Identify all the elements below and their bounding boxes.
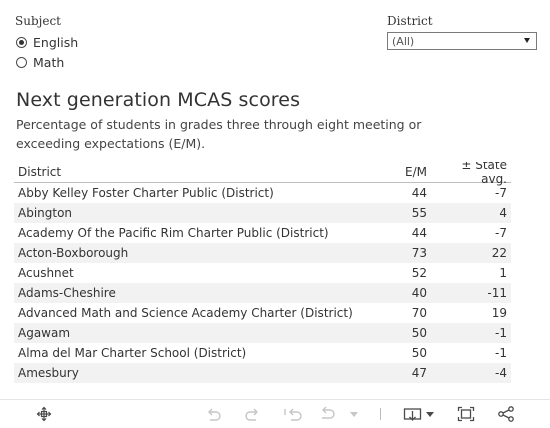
district-cell: Adams-Cheshire	[18, 286, 116, 300]
table-header-row: District E/M ± State avg.	[14, 162, 511, 186]
table-row[interactable]: Alma del Mar Charter School (District) 50…	[14, 343, 511, 363]
state-avg-diff-cell: 1	[499, 266, 507, 280]
viz-toolbar	[0, 399, 550, 428]
refresh-dropdown-arrow-icon[interactable]	[347, 400, 361, 428]
state-avg-diff-cell: -11	[487, 286, 507, 300]
district-cell: Alma del Mar Charter School (District)	[18, 346, 247, 360]
table-body: Abby Kelley Foster Charter Public (Distr…	[14, 183, 511, 383]
em-cell: 52	[411, 266, 427, 280]
state-avg-diff-cell: -7	[495, 186, 507, 200]
subject-option-label: Math	[33, 54, 65, 70]
state-avg-diff-cell: -1	[495, 326, 507, 340]
subject-filter-label: Subject	[15, 14, 61, 28]
toolbar-divider	[380, 408, 381, 420]
district-cell: Amesbury	[18, 366, 79, 380]
state-avg-diff-cell: 4	[499, 206, 507, 220]
state-avg-diff-cell: 22	[491, 246, 507, 260]
district-cell: Advanced Math and Science Academy Charte…	[18, 306, 353, 320]
em-cell: 40	[411, 286, 427, 300]
subject-option-english[interactable]: English	[16, 33, 78, 51]
table-row[interactable]: Adams-Cheshire 40 -11	[14, 283, 511, 303]
em-cell: 50	[411, 346, 427, 360]
district-cell: Acushnet	[18, 266, 74, 280]
column-header-district[interactable]: District	[18, 165, 62, 179]
district-filter-label: District	[387, 14, 433, 28]
district-cell: Academy Of the Pacific Rim Charter Publi…	[18, 226, 329, 240]
district-cell: Acton-Boxborough	[18, 246, 129, 260]
page-subtitle: Percentage of students in grades three t…	[16, 117, 422, 151]
em-cell: 50	[411, 326, 427, 340]
table-row[interactable]: Abington 55 4	[14, 203, 511, 223]
table-row[interactable]: Academy Of the Pacific Rim Charter Publi…	[14, 223, 511, 243]
subject-option-math[interactable]: Math	[16, 53, 64, 71]
undo-icon[interactable]	[203, 400, 223, 428]
em-cell: 70	[411, 306, 427, 320]
column-header-state-avg[interactable]: ± State avg.	[461, 162, 507, 186]
redo-icon[interactable]	[243, 400, 263, 428]
em-cell: 73	[411, 246, 427, 260]
refresh-icon[interactable]	[317, 400, 341, 428]
state-avg-diff-cell: -1	[495, 346, 507, 360]
radio-unselected-icon[interactable]	[16, 56, 27, 68]
district-dropdown-value: (All)	[392, 34, 415, 48]
radio-selected-icon[interactable]	[16, 36, 27, 48]
table-row[interactable]: Acushnet 52 1	[14, 263, 511, 283]
state-avg-diff-cell: -7	[495, 226, 507, 240]
em-cell: 55	[411, 206, 427, 220]
table-row[interactable]: Advanced Math and Science Academy Charte…	[14, 303, 511, 323]
em-cell: 47	[411, 366, 427, 380]
em-cell: 44	[411, 226, 427, 240]
em-cell: 44	[411, 186, 427, 200]
district-dropdown[interactable]: (All)	[387, 32, 537, 50]
district-cell: Abby Kelley Foster Charter Public (Distr…	[18, 186, 274, 200]
share-icon[interactable]	[495, 400, 517, 428]
fullscreen-icon[interactable]	[455, 400, 477, 428]
table-row[interactable]: Acton-Boxborough 73 22	[14, 243, 511, 263]
table-row[interactable]: Amesbury 47 -4	[14, 363, 511, 383]
district-cell: Abington	[18, 206, 73, 220]
subject-option-label: English	[33, 34, 79, 50]
table-row[interactable]: Agawam 50 -1	[14, 323, 511, 343]
district-cell: Agawam	[18, 326, 71, 340]
dropdown-arrow-icon[interactable]	[524, 38, 530, 43]
table-row[interactable]: Abby Kelley Foster Charter Public (Distr…	[14, 183, 511, 203]
state-avg-diff-cell: 19	[491, 306, 507, 320]
state-avg-diff-cell: -4	[495, 366, 507, 380]
download-icon[interactable]	[402, 400, 436, 428]
page-title: Next generation MCAS scores	[16, 89, 301, 111]
column-header-em[interactable]: E/M	[405, 165, 427, 179]
revert-icon[interactable]	[281, 400, 305, 428]
scores-table: District E/M ± State avg. Abby Kelley Fo…	[14, 162, 511, 387]
move-icon[interactable]	[33, 400, 55, 428]
